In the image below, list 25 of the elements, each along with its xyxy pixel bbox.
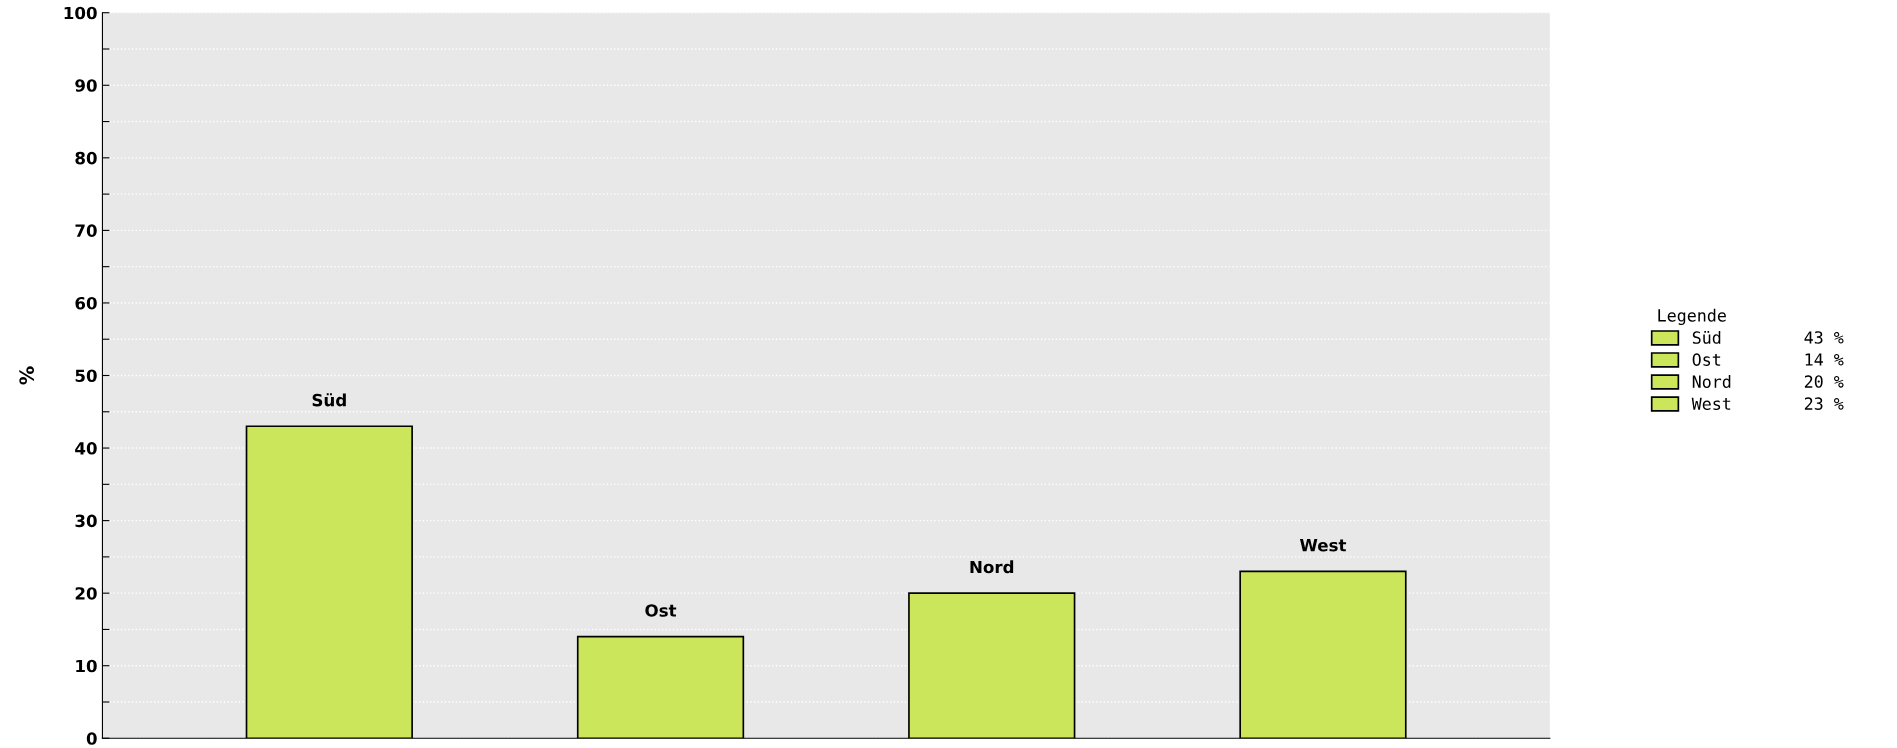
y-tick-label: 30 bbox=[75, 514, 97, 528]
text: Ost bbox=[645, 604, 677, 617]
legend-title: Legende bbox=[1658, 308, 1726, 326]
text: 43 % bbox=[1804, 331, 1844, 344]
y-tick-label: 20 bbox=[75, 587, 97, 600]
legend-label: West bbox=[1691, 397, 1731, 411]
y-tick-label: 100 bbox=[64, 6, 97, 20]
text: West bbox=[1299, 539, 1347, 552]
y-tick-label: 0 bbox=[86, 732, 97, 745]
y-tick-label: 60 bbox=[75, 296, 97, 310]
legend-label: Süd bbox=[1692, 330, 1721, 344]
y-tick-label: 90 bbox=[75, 79, 97, 92]
legend-label: Nord bbox=[1692, 375, 1731, 388]
y-tick-label: 40 bbox=[75, 442, 97, 455]
y-tick-label: 70 bbox=[75, 224, 97, 237]
text: Nord bbox=[970, 560, 1014, 574]
text: 20 % bbox=[1804, 375, 1844, 388]
text: 23 % bbox=[1804, 397, 1844, 410]
y-axis-title: % bbox=[19, 366, 35, 385]
text: Süd bbox=[312, 393, 346, 407]
y-tick-label: 50 bbox=[75, 369, 97, 383]
y-tick-label: 10 bbox=[76, 659, 97, 673]
legend-label: Ost bbox=[1692, 353, 1721, 366]
y-tick-label: 80 bbox=[75, 151, 97, 165]
text: 14 % bbox=[1805, 353, 1844, 366]
